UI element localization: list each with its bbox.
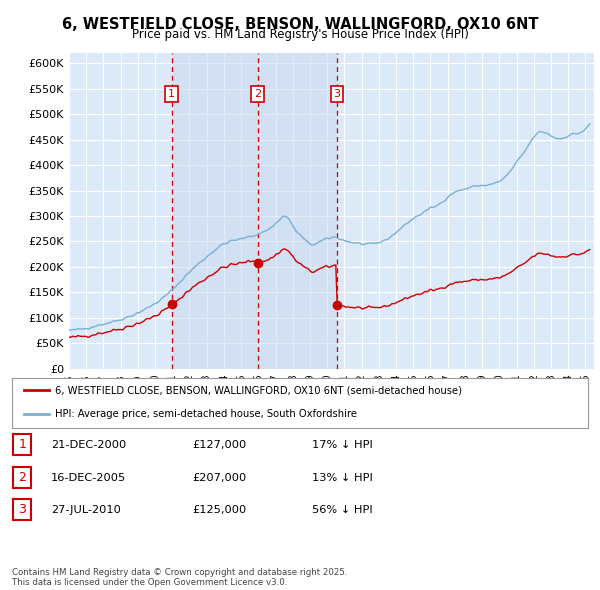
Text: 3: 3 [334, 89, 341, 99]
Text: Contains HM Land Registry data © Crown copyright and database right 2025.
This d: Contains HM Land Registry data © Crown c… [12, 568, 347, 587]
Text: 3: 3 [18, 503, 26, 516]
Text: HPI: Average price, semi-detached house, South Oxfordshire: HPI: Average price, semi-detached house,… [55, 409, 357, 419]
Text: £125,000: £125,000 [192, 506, 246, 515]
Text: 56% ↓ HPI: 56% ↓ HPI [312, 506, 373, 515]
Text: £207,000: £207,000 [192, 473, 246, 483]
Text: 1: 1 [18, 438, 26, 451]
Text: Price paid vs. HM Land Registry's House Price Index (HPI): Price paid vs. HM Land Registry's House … [131, 28, 469, 41]
Text: 13% ↓ HPI: 13% ↓ HPI [312, 473, 373, 483]
Text: 2: 2 [254, 89, 261, 99]
Text: 17% ↓ HPI: 17% ↓ HPI [312, 441, 373, 450]
Text: 6, WESTFIELD CLOSE, BENSON, WALLINGFORD, OX10 6NT: 6, WESTFIELD CLOSE, BENSON, WALLINGFORD,… [62, 17, 538, 31]
Text: 1: 1 [168, 89, 175, 99]
Text: 2: 2 [18, 471, 26, 484]
Text: 6, WESTFIELD CLOSE, BENSON, WALLINGFORD, OX10 6NT (semi-detached house): 6, WESTFIELD CLOSE, BENSON, WALLINGFORD,… [55, 385, 462, 395]
Bar [172, 53, 337, 369]
Text: 16-DEC-2005: 16-DEC-2005 [51, 473, 126, 483]
Text: 21-DEC-2000: 21-DEC-2000 [51, 441, 126, 450]
Text: 27-JUL-2010: 27-JUL-2010 [51, 506, 121, 515]
Text: £127,000: £127,000 [192, 441, 246, 450]
